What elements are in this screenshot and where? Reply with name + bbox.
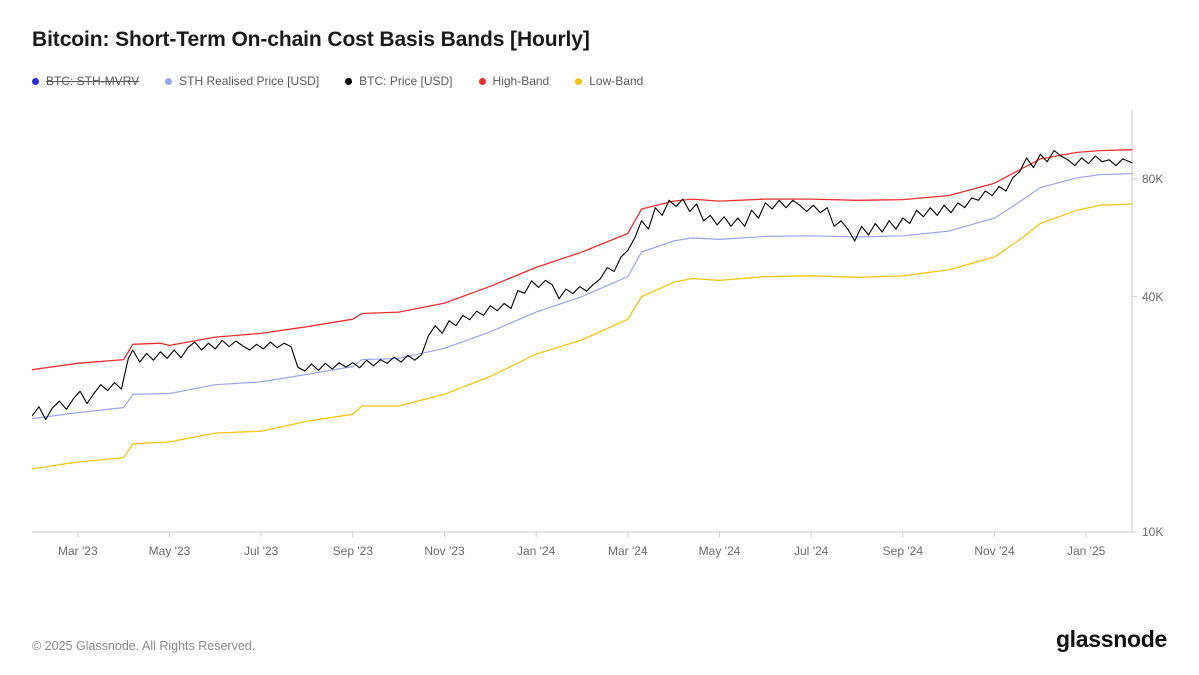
brand-logo: glassnode [1056, 626, 1167, 653]
legend-color-dot [345, 78, 352, 85]
legend-item[interactable]: High-Band [479, 74, 550, 88]
legend-item[interactable]: BTC: STH-MVRV [32, 74, 139, 88]
legend-label: BTC: Price [USD] [359, 74, 452, 88]
legend-item[interactable]: Low-Band [575, 74, 643, 88]
legend: BTC: STH-MVRV STH Realised Price [USD] BTC… [32, 74, 1167, 88]
x-axis-label: Mar '24 [608, 544, 648, 558]
legend-item[interactable]: BTC: Price [USD] [345, 74, 452, 88]
legend-label: BTC: STH-MVRV [46, 74, 139, 88]
x-axis-label: Jul '23 [244, 544, 278, 558]
x-axis-label: Jan '25 [1067, 544, 1105, 558]
x-axis-label: Nov '23 [424, 544, 464, 558]
x-axis-label: Sep '23 [333, 544, 373, 558]
legend-label: Low-Band [589, 74, 643, 88]
x-axis-label: Sep '24 [883, 544, 923, 558]
x-axis-label: Mar '23 [58, 544, 98, 558]
chart-title: Bitcoin: Short-Term On-chain Cost Basis … [32, 28, 1167, 52]
copyright-text: © 2025 Glassnode. All Rights Reserved. [32, 639, 255, 653]
y-axis-label: 80K [1142, 172, 1163, 186]
chart-area: 10K 40K 80K Mar '23 May '23 Jul '23 Sep '23 No… [32, 98, 1167, 578]
x-axis-label: May '24 [699, 544, 741, 558]
legend-item[interactable]: STH Realised Price [USD] [165, 74, 319, 88]
y-axis-label: 10K [1142, 525, 1163, 539]
x-axis-label: Nov '24 [974, 544, 1014, 558]
line-chart [32, 98, 1167, 578]
legend-color-dot [165, 78, 172, 85]
x-axis-label: Jan '24 [517, 544, 555, 558]
x-axis-label: May '23 [149, 544, 191, 558]
legend-color-dot [575, 78, 582, 85]
legend-color-dot [32, 78, 39, 85]
y-axis-label: 40K [1142, 290, 1163, 304]
legend-label: STH Realised Price [USD] [179, 74, 319, 88]
x-axis-label: Jul '24 [794, 544, 828, 558]
legend-color-dot [479, 78, 486, 85]
legend-label: High-Band [493, 74, 550, 88]
